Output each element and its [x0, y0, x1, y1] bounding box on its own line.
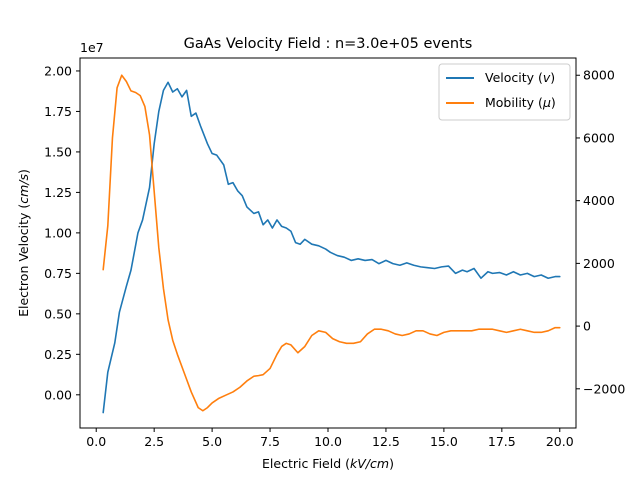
- x-tick-label: 5.0: [202, 434, 222, 449]
- y-axis-multiplier: 1e7: [80, 40, 104, 55]
- y-axis-label-end: ): [16, 169, 31, 174]
- x-tick-label: 2.5: [144, 434, 164, 449]
- x-axis-label-end: ): [389, 456, 394, 471]
- y-tick-label: 2.00: [44, 63, 72, 78]
- right-y-axis-ticks: −2000 0 2000 4000 6000 8000: [576, 68, 625, 396]
- y2-tick-label: 0: [583, 319, 591, 334]
- y-tick-label: 0.25: [44, 347, 72, 362]
- y2-tick-label: 8000: [583, 68, 615, 83]
- y-axis-label: Electron Velocity (cm/s): [16, 169, 31, 317]
- mobility-series-line: [102, 74, 561, 412]
- y2-tick-label: −2000: [583, 381, 625, 396]
- y-axis-label-unit: cm/s: [16, 174, 31, 204]
- x-axis-ticks: 0.0 2.5 5.0 7.5 10.0 12.5 15.0 17.5 20.0: [86, 428, 574, 449]
- y-tick-label: 1.50: [44, 144, 72, 159]
- y-tick-label: 1.25: [44, 185, 72, 200]
- y-tick-label: 1.75: [44, 104, 72, 119]
- x-tick-label: 12.5: [372, 434, 400, 449]
- x-tick-label: 10.0: [314, 434, 342, 449]
- x-tick-label: 17.5: [488, 434, 516, 449]
- x-tick-label: 7.5: [260, 434, 280, 449]
- y-tick-label: 1.00: [44, 225, 72, 240]
- y2-tick-label: 2000: [583, 256, 615, 271]
- legend-mobility-label: Mobility (μ): [485, 95, 556, 110]
- x-tick-label: 0.0: [86, 434, 106, 449]
- y-axis-label-main: Electron Velocity (: [16, 204, 31, 317]
- legend: Velocity (v) Mobility (μ): [438, 63, 571, 121]
- legend-velocity-label: Velocity (v): [485, 70, 555, 85]
- x-tick-label: 20.0: [546, 434, 574, 449]
- x-axis-label-main: Electric Field (: [262, 456, 350, 471]
- x-axis-label-unit: kV/cm: [350, 456, 389, 471]
- x-tick-label: 15.0: [430, 434, 458, 449]
- plot-lines: [102, 74, 561, 414]
- left-y-axis-ticks: 0.00 0.25 0.50 0.75 1.00 1.25 1.50 1.75 2.00: [44, 63, 80, 402]
- y2-tick-label: 4000: [583, 193, 615, 208]
- y-tick-label: 0.75: [44, 266, 72, 281]
- y2-tick-label: 6000: [583, 130, 615, 145]
- x-axis-label: Electric Field (kV/cm): [262, 456, 394, 471]
- y-tick-label: 0.50: [44, 306, 72, 321]
- y-tick-label: 0.00: [44, 387, 72, 402]
- chart-title: GaAs Velocity Field : n=3.0e+05 events: [184, 36, 473, 52]
- velocity-series-line: [102, 81, 561, 414]
